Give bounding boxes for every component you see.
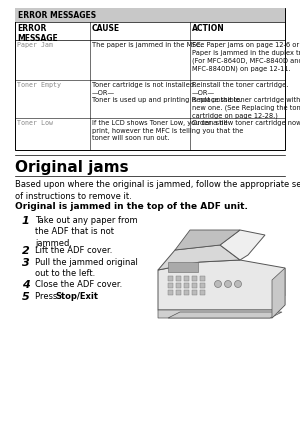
Bar: [15, 8, 285, 150]
Bar: [176, 290, 181, 295]
Bar: [168, 276, 173, 280]
Polygon shape: [168, 312, 282, 318]
Polygon shape: [158, 245, 240, 270]
Bar: [176, 283, 181, 287]
Bar: [200, 276, 205, 280]
Text: Original jams: Original jams: [15, 160, 129, 175]
Text: See Paper jams on page 12-6 or
Paper is jammed in the duplex tray
(For MFC-8640D: See Paper jams on page 12-6 or Paper is …: [192, 42, 300, 71]
Text: If the LCD shows Toner Low, you can still
print, however the MFC is telling you : If the LCD shows Toner Low, you can stil…: [92, 120, 243, 141]
Text: 1: 1: [22, 216, 30, 226]
Text: Based upon where the original is jammed, follow the appropriate set
of instructi: Based upon where the original is jammed,…: [15, 180, 300, 201]
Text: CAUSE: CAUSE: [92, 24, 120, 33]
Circle shape: [214, 280, 221, 287]
Text: Pull the jammed original
out to the left.: Pull the jammed original out to the left…: [35, 258, 138, 278]
Text: 2: 2: [22, 246, 30, 256]
Text: Toner Low: Toner Low: [17, 120, 53, 126]
Text: ERROR
MESSAGE: ERROR MESSAGE: [17, 24, 58, 43]
Bar: [200, 290, 205, 295]
Text: Lift the ADF cover.: Lift the ADF cover.: [35, 246, 112, 255]
Text: Close the ADF cover.: Close the ADF cover.: [35, 280, 122, 289]
Text: Press: Press: [35, 292, 60, 301]
Bar: [15, 8, 285, 22]
Text: Paper Jam: Paper Jam: [17, 42, 53, 48]
Text: 5: 5: [22, 292, 30, 302]
Text: Toner Empty: Toner Empty: [17, 82, 61, 88]
Bar: [200, 283, 205, 287]
Text: ACTION: ACTION: [192, 24, 225, 33]
Text: ERROR MESSAGES: ERROR MESSAGES: [18, 11, 96, 20]
Polygon shape: [158, 295, 285, 318]
Polygon shape: [272, 268, 285, 318]
Bar: [168, 283, 173, 287]
Bar: [184, 276, 189, 280]
Text: .: .: [87, 292, 90, 301]
Text: 3: 3: [22, 258, 30, 268]
Bar: [184, 290, 189, 295]
Bar: [168, 262, 198, 272]
Text: The paper is jammed in the MFC.: The paper is jammed in the MFC.: [92, 42, 203, 48]
Text: Toner cartridge is not installed.
—OR—
Toner is used up and printing is not poss: Toner cartridge is not installed. —OR— T…: [92, 82, 242, 103]
Polygon shape: [158, 260, 285, 310]
Bar: [184, 283, 189, 287]
Text: Reinstall the toner cartridge.
—OR—
Replace the toner cartridge with a
new one. : Reinstall the toner cartridge. —OR— Repl…: [192, 82, 300, 119]
Text: Stop/Exit: Stop/Exit: [55, 292, 98, 301]
Circle shape: [235, 280, 242, 287]
Polygon shape: [220, 230, 265, 260]
Bar: [192, 276, 197, 280]
Text: Take out any paper from
the ADF that is not
jammed.: Take out any paper from the ADF that is …: [35, 216, 138, 248]
Text: 4: 4: [22, 280, 30, 290]
Bar: [176, 276, 181, 280]
Bar: [168, 290, 173, 295]
Bar: [192, 290, 197, 295]
Polygon shape: [175, 230, 240, 250]
Text: Original is jammed in the top of the ADF unit.: Original is jammed in the top of the ADF…: [15, 202, 248, 211]
Bar: [192, 283, 197, 287]
Circle shape: [224, 280, 232, 287]
Text: Order a new toner cartridge now.: Order a new toner cartridge now.: [192, 120, 300, 126]
